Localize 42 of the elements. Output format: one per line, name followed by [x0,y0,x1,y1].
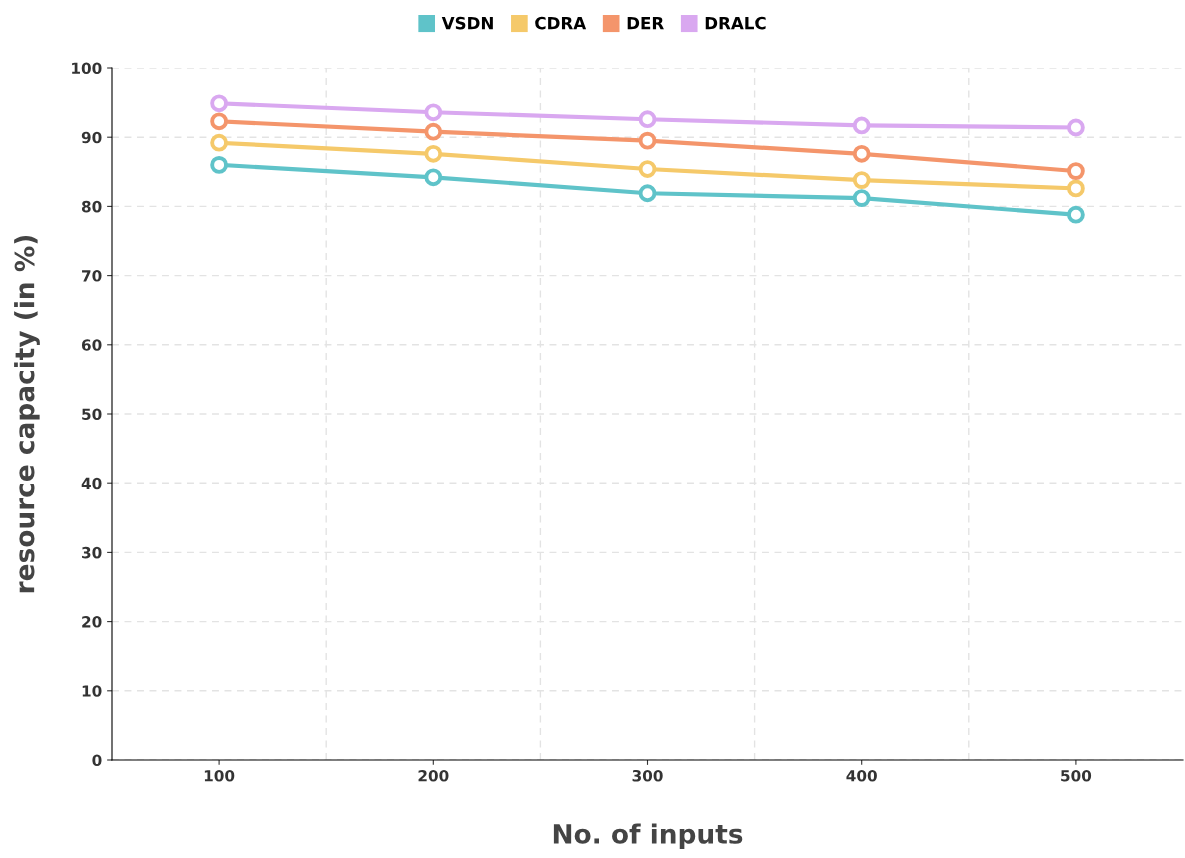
x-tick-label: 100 [204,769,235,782]
legend-label: DRALC [705,16,766,30]
y-tick-label: 10 [82,685,102,697]
y-tick-label: 90 [81,131,102,144]
point [638,110,657,129]
point [210,94,228,113]
point [638,160,657,178]
point [210,133,228,152]
point [424,168,443,187]
y-tick-label: 30 [82,546,102,559]
point [424,122,443,141]
y-axis-title: resource capacity (in %) [14,235,40,593]
x-tick-label: 500 [1061,769,1092,782]
y-tick-label: 60 [81,339,102,351]
x-axis-title: No. of inputs [553,823,743,849]
point [1067,179,1085,198]
y-tick-label: 20 [82,616,102,628]
y-tick-label: 50 [82,408,102,421]
x-tick-label: 400 [846,769,877,782]
point [852,144,871,163]
point [210,112,228,131]
point [852,116,871,135]
point [638,184,657,203]
point [1067,118,1085,137]
point [424,103,443,122]
legend-label: DER [627,17,664,30]
legend-label: VSDN [441,16,493,30]
y-tick-label: 80 [81,200,102,213]
point [852,171,871,189]
point [1067,205,1085,224]
legend-label: CDRA [535,16,587,30]
y-tick-label: 40 [81,477,102,490]
x-tick-label: 300 [632,769,663,782]
point [638,131,657,150]
point [424,144,443,163]
x-tick-label: 200 [418,769,449,782]
point [210,155,228,174]
point [1067,162,1085,180]
y-tick-label: 0 [92,754,102,767]
y-tick-label: 70 [82,270,102,282]
point [852,189,871,207]
y-tick-label: 100 [72,62,102,75]
